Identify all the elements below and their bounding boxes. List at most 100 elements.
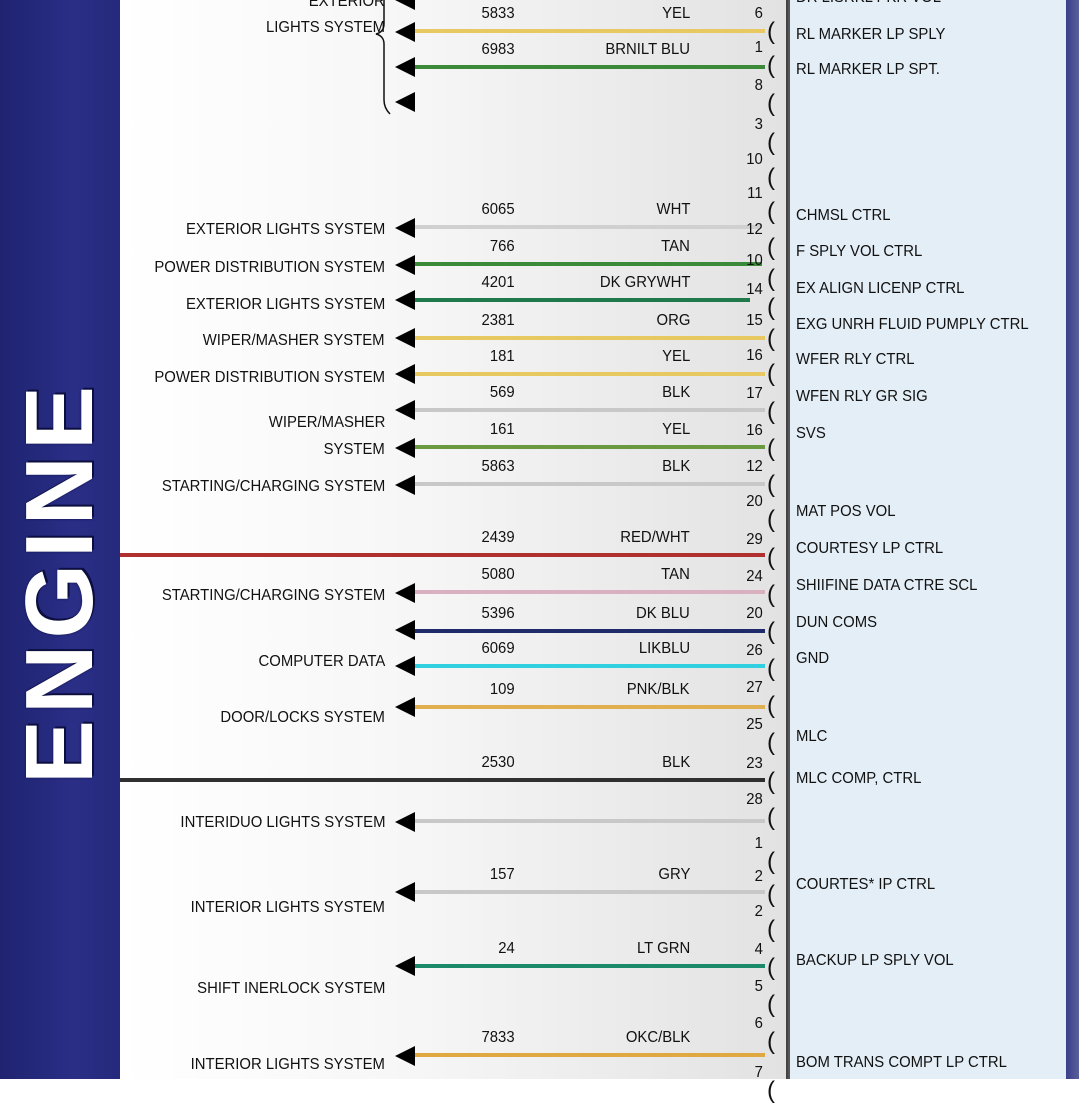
wire [415, 408, 765, 412]
pin-number: 20 [746, 493, 763, 510]
signal-label: EX ALIGN LICENP CTRL [796, 280, 965, 297]
wire [415, 372, 765, 376]
pin-number: 7 [754, 1064, 763, 1081]
arrow-icon [395, 812, 415, 832]
signal-label: EXG UNRH FLUID PUMPLY CTRL [796, 316, 1029, 333]
connector-terminal-icon: ( [767, 435, 775, 462]
group-brace-icon [375, 0, 391, 115]
connector-terminal-icon: ( [767, 916, 775, 943]
pin-number: 28 [746, 791, 763, 808]
pin-number: 16 [746, 422, 763, 439]
wire-color-code: BLK [661, 754, 690, 771]
system-label: STARTING/CHARGING SYSTEM [161, 587, 385, 604]
arrow-icon [395, 656, 415, 676]
connector-terminal-icon: ( [767, 234, 775, 261]
arrow-icon [395, 583, 415, 603]
signal-label: WFER RLY CTRL [796, 351, 915, 368]
arrow-icon [395, 22, 415, 42]
signal-label: SVS [796, 425, 826, 442]
pin-number: 2 [754, 903, 763, 920]
system-label: EXTERIOR LIGHTS SYSTEM [185, 296, 385, 313]
signal-label: RL MARKER LP SPLY [796, 26, 946, 43]
wire [415, 262, 762, 266]
arrow-icon [395, 290, 415, 310]
arrow-icon [395, 0, 415, 10]
pin-number: 14 [746, 281, 763, 298]
arrow-icon [395, 57, 415, 77]
pin-number: 12 [746, 221, 763, 238]
wire [415, 336, 765, 340]
engine-title: ENGINE [6, 379, 113, 785]
pin-number: 1 [754, 39, 763, 56]
arrow-icon [395, 1046, 415, 1066]
wire-color-code: TAN [661, 238, 690, 255]
connector-terminal-icon: ( [767, 294, 775, 321]
pin-number: 15 [746, 312, 763, 329]
system-label: DOOR/LOCKS SYSTEM [220, 709, 385, 726]
system-label: EXTERIOR [308, 0, 385, 10]
wire-color-code: PNK/BLK [627, 681, 690, 698]
circuit-number: 7833 [481, 1029, 515, 1046]
connector-line [786, 0, 788, 1079]
signal-label: DR LISRKL PKR VOL [796, 0, 941, 7]
system-label: EXTERIOR LIGHTS SYSTEM [185, 221, 385, 238]
pin-number: 6 [754, 5, 763, 22]
signal-label: GND [796, 650, 830, 667]
pin-number: 24 [746, 568, 763, 585]
diagram-area [120, 0, 787, 1079]
system-label: INTERIOR LIGHTS SYSTEM [190, 1056, 385, 1073]
circuit-number: 109 [490, 681, 515, 698]
pin-number: 17 [746, 385, 763, 402]
circuit-number: 24 [498, 940, 515, 957]
circuit-number: 569 [490, 384, 515, 401]
signal-label: BACKUP LP SPLY VOL [796, 952, 954, 969]
pin-number: 27 [746, 679, 763, 696]
signal-label: COURTESY LP CTRL [796, 540, 944, 557]
pin-number: 11 [747, 185, 763, 202]
side-band: ENGINE [0, 0, 120, 1079]
pin-number: 12 [746, 458, 763, 475]
wire-color-code: RED/WHT [620, 529, 690, 546]
system-label: INTERIOR LIGHTS SYSTEM [190, 899, 385, 916]
connector-terminal-icon: ( [767, 618, 775, 645]
connector-terminal-icon: ( [767, 90, 775, 117]
wire-color-code: WHT [656, 201, 690, 218]
wire-color-code: LT GRN [636, 940, 690, 957]
wire [415, 819, 765, 823]
connector-terminal-icon: ( [767, 18, 775, 45]
circuit-number: 5833 [481, 5, 515, 22]
pin-number: 10 [746, 151, 763, 168]
connector-signal-panel [788, 0, 1068, 1079]
arrow-icon [395, 956, 415, 976]
circuit-number: 6069 [481, 640, 515, 657]
pin-number: 1 [754, 835, 763, 852]
connector-terminal-icon: ( [767, 729, 775, 756]
arrow-icon [395, 697, 415, 717]
arrow-icon [395, 475, 415, 495]
arrow-icon [395, 92, 415, 112]
signal-label: MAT POS VOL [796, 503, 896, 520]
signal-label: F SPLY VOL CTRL [796, 243, 923, 260]
connector-terminal-icon: ( [767, 1028, 775, 1055]
wire [415, 29, 765, 33]
connector-terminal-icon: ( [767, 398, 775, 425]
wire-color-code: BLK [661, 384, 690, 401]
connector-terminal-icon: ( [767, 360, 775, 387]
signal-label: RL MARKER LP SPT. [796, 61, 940, 78]
connector-terminal-icon: ( [767, 692, 775, 719]
wire [415, 445, 765, 449]
arrow-icon [395, 218, 415, 238]
signal-label: COURTES* IP CTRL [796, 876, 936, 893]
arrow-icon [395, 364, 415, 384]
circuit-number: 6065 [481, 201, 515, 218]
system-label: POWER DISTRIBUTION SYSTEM [154, 369, 385, 386]
signal-label: MLC COMP, CTRL [796, 770, 922, 787]
wire-color-code: LIKBLU [638, 640, 690, 657]
system-label: POWER DISTRIBUTION SYSTEM [154, 259, 385, 276]
circuit-number: 157 [490, 866, 515, 883]
wire [415, 664, 765, 668]
system-label: WIPER/MASHER SYSTEM [203, 332, 385, 349]
signal-label: BOM TRANS COMPT LP CTRL [796, 1054, 1007, 1071]
pin-number: 3 [754, 116, 763, 133]
connector-terminal-icon: ( [767, 506, 775, 533]
